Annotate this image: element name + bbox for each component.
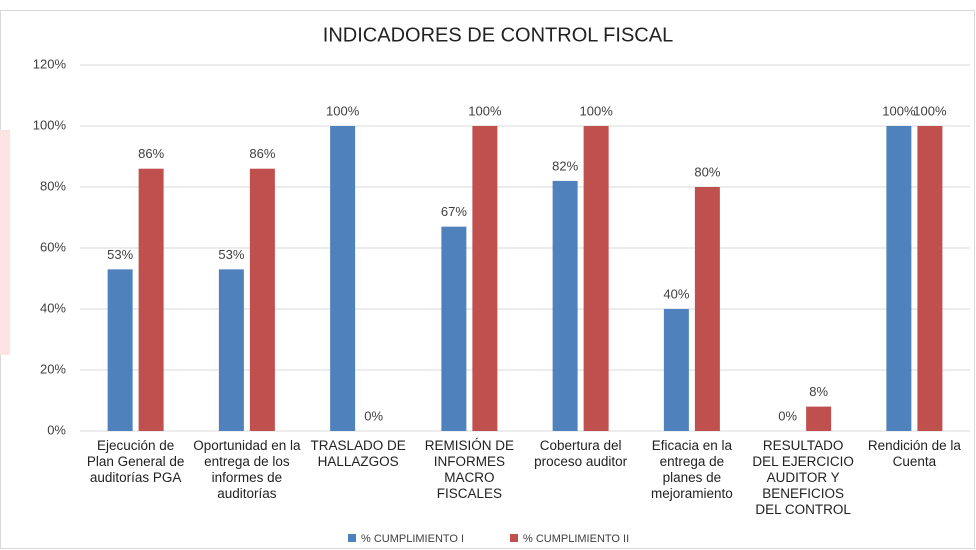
data-label: 53% [107,247,133,262]
data-label: 86% [138,146,164,161]
data-label: 100% [913,103,947,118]
y-tick-label: 60% [40,239,66,254]
data-label: 53% [218,247,244,262]
x-tick-label: Ejecución de Plan General de auditorías … [86,438,185,485]
y-tick-label: 120% [33,56,67,71]
bar [806,406,832,431]
side-strip [0,130,10,355]
data-label: 86% [249,146,275,161]
data-label: 82% [552,158,578,173]
data-label: 100% [882,103,916,118]
bar [694,187,720,431]
bar [107,269,133,431]
chart-title: INDICADORES DE CONTROL FISCAL [323,24,673,46]
bar [552,180,578,431]
data-label: 100% [326,103,360,118]
x-tick-label: Oportunidad en la entrega de los informe… [193,438,301,501]
y-tick-label: 20% [40,361,66,376]
data-label: 100% [468,103,502,118]
bar [886,126,912,431]
x-tick-label: Cobertura del proceso auditor [534,438,628,469]
bar [663,309,689,431]
x-tick-label: RESULTADO DEL EJERCICIO AUDITOR Y BENEFI… [752,438,854,517]
data-label: 40% [663,286,689,301]
legend-swatch [348,534,356,542]
bar [330,126,356,431]
y-tick-label: 80% [40,178,66,193]
x-tick-label: Rendición de la Cuenta [867,438,961,469]
bar [472,126,498,431]
x-tick-label: TRASLADO DE HALLAZGOS [310,438,406,469]
bar [917,126,943,431]
y-tick-label: 100% [33,117,67,132]
bar [218,269,244,431]
bar [138,168,164,431]
data-label: 0% [364,408,383,423]
data-label: 8% [809,384,828,399]
data-label: 0% [778,408,797,423]
bar [583,126,609,431]
x-tick-label: REMISIÓN DE INFORMES MACRO FISCALES [424,438,514,501]
data-label: 67% [441,204,467,219]
y-tick-label: 0% [47,422,66,437]
data-label: 100% [580,103,614,118]
x-tick-label: Eficacia en la entrega de planes de mejo… [650,438,733,501]
legend-label: % CUMPLIMIENTO II [523,533,629,545]
legend-label: % CUMPLIMIENTO I [361,533,464,545]
y-tick-label: 40% [40,300,66,315]
bar [249,168,275,431]
legend-swatch [510,534,518,542]
data-label: 80% [694,164,720,179]
bar [441,226,467,431]
